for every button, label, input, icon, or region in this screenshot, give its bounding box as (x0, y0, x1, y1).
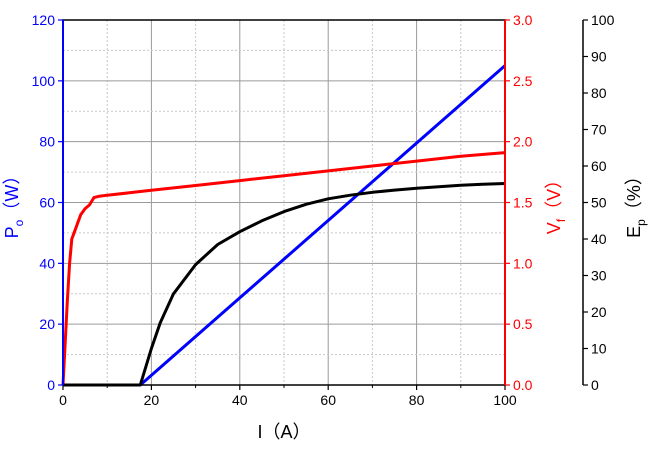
po-axis-title-sub: o (12, 219, 26, 226)
po-axis-title-var: P (2, 226, 22, 238)
ep-tick-label: 40 (591, 231, 607, 247)
grid-lines (63, 20, 505, 385)
ep-tick-label: 0 (591, 377, 599, 393)
po-tick-label: 60 (39, 195, 55, 211)
ep-tick-label: 10 (591, 341, 607, 357)
ep-tick-label: 70 (591, 122, 607, 138)
ep-tick-label: 20 (591, 304, 607, 320)
vf-axis-title-sub: f (554, 218, 568, 222)
ep-tick-label: 80 (591, 85, 607, 101)
vf-tick-label: 3.0 (513, 12, 533, 28)
ep-tick-label: 100 (591, 12, 615, 28)
x-axis-title: I（A） (257, 422, 310, 442)
vf-axis-title: Vf（V） (544, 171, 568, 234)
vf-axis-title-var: V (544, 222, 564, 234)
ep-axis-title-sub: p (634, 219, 648, 226)
vf-axis-title-unit: （V） (544, 171, 564, 219)
po-axis-title: Po（W） (2, 167, 26, 239)
x-axis-title-unit: （A） (263, 422, 311, 442)
vf-tick-label: 0.5 (513, 316, 533, 332)
x-tick-label: 0 (59, 392, 67, 408)
ep-tick-label: 30 (591, 268, 607, 284)
po-tick-label: 80 (39, 134, 55, 150)
ep-tick-label: 90 (591, 49, 607, 65)
ep-axis-title: Ep（%） (624, 167, 648, 238)
x-tick-label: 20 (144, 392, 160, 408)
x-axis-title-var: I (257, 422, 262, 442)
ep-tick-label: 60 (591, 158, 607, 174)
x-tick-label: 80 (409, 392, 425, 408)
series-line-ep (63, 182, 506, 387)
x-tick-label: 60 (320, 392, 336, 408)
vf-tick-label: 2.5 (513, 73, 533, 89)
vf-tick-label: 0.0 (513, 377, 533, 393)
x-tick-label: 40 (232, 392, 248, 408)
axes-layer: 0 20 40 60 80 1000204060801001200.00.51.01.52… (32, 12, 615, 408)
po-tick-label: 100 (32, 73, 56, 89)
ep-axis-title-var: E (624, 226, 644, 238)
po-tick-label: 0 (47, 377, 55, 393)
po-tick-label: 40 (39, 255, 55, 271)
ep-axis-title-unit: （%） (624, 167, 644, 219)
vf-tick-label: 2.0 (513, 134, 533, 150)
po-tick-label: 120 (32, 12, 56, 28)
series-line-vf (61, 151, 506, 386)
vf-tick-label: 1.5 (513, 195, 533, 211)
po-tick-label: 20 (39, 316, 55, 332)
ep-tick-label: 50 (591, 195, 607, 211)
vf-tick-label: 1.0 (513, 255, 533, 271)
po-axis-title-unit: （W） (2, 167, 22, 220)
x-tick-label: 100 (493, 392, 517, 408)
